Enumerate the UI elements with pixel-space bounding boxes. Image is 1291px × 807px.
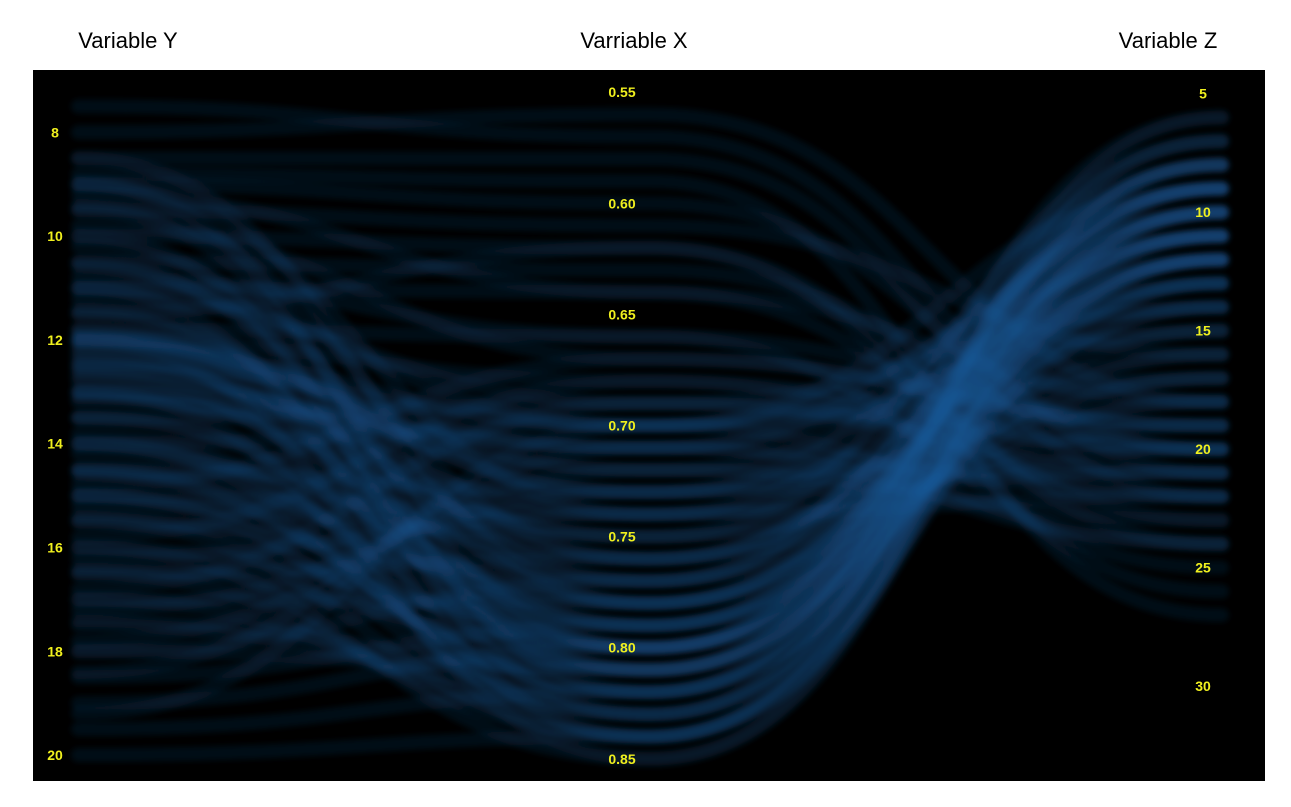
tick-label-y-6: 20	[47, 747, 63, 763]
tick-label-x-3: 0.70	[608, 418, 635, 434]
data-line-78	[71, 374, 1229, 545]
tick-label-y-0: 8	[51, 124, 59, 140]
tick-label-y-5: 18	[47, 643, 63, 659]
tick-label-z-5: 30	[1195, 678, 1211, 694]
axis-y: Variable Y 8 10 12 14 16 18 20	[47, 28, 178, 763]
data-line-79	[71, 351, 1229, 493]
axis-z-ticks: 5 10 15 20 25 30	[1195, 86, 1211, 695]
tick-label-x-5: 0.80	[608, 640, 635, 656]
data-lines	[71, 99, 1229, 766]
tick-label-y-4: 16	[47, 539, 63, 555]
tick-label-x-1: 0.60	[608, 195, 635, 211]
data-line-88	[71, 181, 1229, 655]
tick-label-y-1: 10	[47, 228, 63, 244]
tick-label-y-3: 14	[47, 436, 63, 452]
axis-x-ticks: 0.55 0.60 0.65 0.70 0.75 0.80 0.85	[608, 84, 635, 767]
tick-label-x-2: 0.65	[608, 306, 635, 322]
tick-label-z-1: 10	[1195, 204, 1211, 220]
axis-title-z: Variable Z	[1119, 28, 1218, 53]
axis-x: Varriable X 0.55 0.60 0.65 0.70 0.75 0.80 0.85	[580, 28, 688, 767]
data-line-86	[71, 228, 1229, 700]
data-line-76	[71, 418, 1229, 721]
tick-label-z-2: 15	[1195, 323, 1211, 339]
axis-title-y: Variable Y	[78, 28, 178, 53]
data-line-89	[71, 157, 1229, 677]
tick-label-x-4: 0.75	[608, 529, 635, 545]
tick-label-z-0: 5	[1199, 86, 1207, 102]
tick-label-x-0: 0.55	[608, 84, 635, 100]
tick-label-y-2: 12	[47, 332, 63, 348]
axis-y-ticks: 8 10 12 14 16 18 20	[47, 124, 63, 763]
tick-label-z-3: 20	[1195, 441, 1211, 457]
axis-z: Variable Z 5 10 15 20 25 30	[1119, 28, 1218, 694]
tick-label-x-6: 0.85	[608, 751, 635, 767]
axis-title-x: Varriable X	[580, 28, 688, 53]
tick-label-z-4: 25	[1195, 560, 1211, 576]
